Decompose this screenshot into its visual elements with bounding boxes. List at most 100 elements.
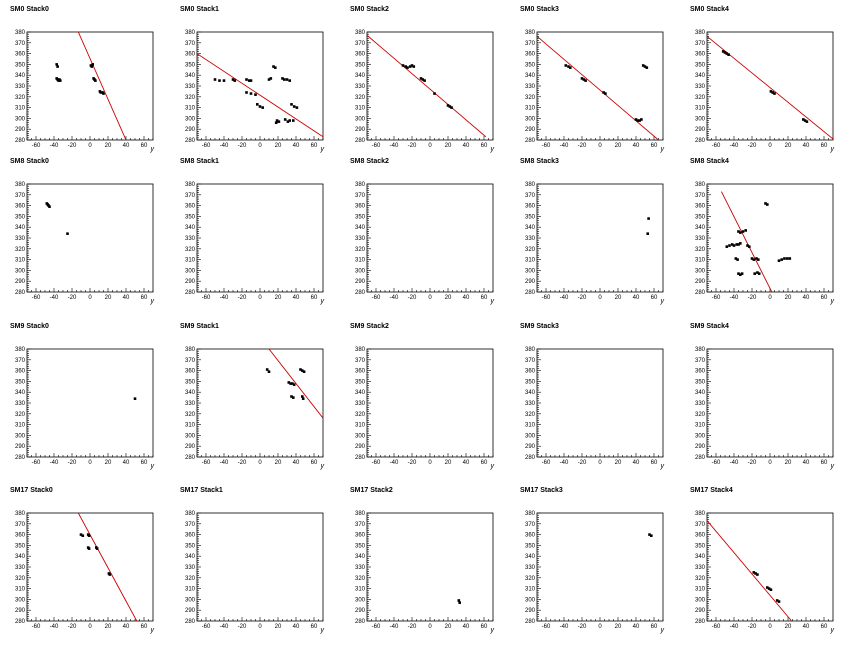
x-tick-label: -60 — [202, 295, 211, 301]
x-tick-label: 20 — [785, 460, 792, 466]
data-point — [401, 64, 405, 67]
y-tick-label: 360 — [695, 204, 706, 210]
y-tick-label: 350 — [355, 62, 366, 68]
y-tick-label: 280 — [15, 619, 26, 625]
x-axis-label: y — [150, 146, 155, 153]
data-point — [750, 257, 754, 260]
y-tick-label: 320 — [355, 576, 366, 582]
x-axis-label: y — [320, 298, 325, 305]
y-tick-label: 330 — [695, 565, 706, 571]
y-tick-label: 380 — [185, 182, 196, 188]
data-point — [102, 92, 105, 95]
y-tick-label: 340 — [355, 554, 366, 560]
x-tick-label: -40 — [560, 295, 569, 301]
data-point — [777, 259, 781, 262]
y-tick-label: 280 — [695, 290, 706, 296]
data-point — [580, 77, 584, 80]
y-tick-label: 330 — [185, 84, 196, 90]
x-tick-label: -60 — [372, 624, 381, 630]
y-tick-label: 350 — [15, 62, 26, 68]
panel-title: SM17 Stack2 — [350, 487, 393, 494]
y-tick-label: 360 — [15, 204, 26, 210]
data-point — [650, 534, 653, 537]
y-tick-label: 350 — [185, 379, 196, 385]
x-tick-label: 0 — [768, 624, 772, 630]
x-tick-label: 0 — [88, 143, 92, 149]
y-tick-label: 350 — [15, 379, 26, 385]
y-tick-label: 310 — [695, 106, 706, 112]
x-tick-label: -60 — [32, 460, 41, 466]
y-tick-label: 330 — [695, 84, 706, 90]
y-tick-label: 350 — [695, 62, 706, 68]
x-tick-label: -40 — [50, 460, 59, 466]
y-tick-label: 310 — [15, 106, 26, 112]
data-point — [290, 103, 293, 106]
y-tick-label: 320 — [525, 412, 536, 418]
x-axis-label: y — [490, 463, 495, 470]
data-point — [769, 588, 773, 591]
x-tick-label: 60 — [141, 624, 148, 630]
panel-title: SM8 Stack1 — [180, 158, 219, 165]
y-tick-label: 340 — [15, 554, 26, 560]
data-point — [737, 230, 740, 233]
data-point — [736, 258, 739, 261]
data-point — [287, 381, 291, 384]
y-tick-label: 360 — [525, 369, 536, 375]
data-point — [802, 118, 805, 121]
y-tick-label: 350 — [15, 543, 26, 549]
x-tick-label: -60 — [372, 295, 381, 301]
data-point — [301, 369, 304, 372]
x-tick-label: -60 — [542, 460, 551, 466]
x-tick-label: -40 — [220, 143, 229, 149]
x-tick-label: 20 — [785, 295, 792, 301]
x-tick-label: 0 — [768, 295, 772, 301]
data-point — [746, 244, 749, 247]
x-tick-label: -40 — [560, 624, 569, 630]
data-point — [245, 91, 248, 94]
x-tick-label: 40 — [123, 624, 130, 630]
y-tick-label: 340 — [695, 225, 706, 231]
data-point — [771, 91, 774, 94]
x-tick-label: -60 — [712, 295, 721, 301]
data-point — [448, 105, 452, 108]
y-tick-label: 350 — [185, 214, 196, 220]
x-tick-label: -40 — [50, 624, 59, 630]
data-point — [245, 78, 248, 81]
y-tick-label: 370 — [15, 41, 26, 47]
y-tick-label: 340 — [695, 554, 706, 560]
y-tick-label: 310 — [185, 587, 196, 593]
x-tick-label: 0 — [258, 460, 262, 466]
data-point — [582, 78, 586, 81]
data-point — [233, 79, 237, 82]
y-tick-label: 380 — [695, 182, 706, 188]
y-tick-label: 280 — [185, 619, 196, 625]
y-tick-label: 310 — [695, 258, 706, 264]
data-point — [764, 202, 767, 205]
x-tick-label: -40 — [220, 624, 229, 630]
x-tick-label: -20 — [68, 295, 77, 301]
data-point — [95, 547, 99, 550]
x-tick-label: 40 — [293, 460, 300, 466]
x-tick-label: -60 — [202, 624, 211, 630]
x-tick-label: 0 — [88, 624, 92, 630]
y-tick-label: 340 — [15, 73, 26, 79]
x-tick-label: -40 — [50, 295, 59, 301]
data-point — [410, 64, 414, 67]
y-tick-label: 330 — [185, 236, 196, 242]
y-tick-label: 330 — [355, 565, 366, 571]
y-tick-label: 340 — [695, 390, 706, 396]
y-tick-label: 350 — [525, 62, 536, 68]
y-tick-label: 340 — [525, 225, 536, 231]
x-tick-label: 60 — [481, 143, 488, 149]
x-tick-label: 20 — [105, 143, 112, 149]
data-point — [292, 383, 296, 386]
data-point — [752, 571, 756, 574]
x-axis-label: y — [150, 627, 155, 634]
x-tick-label: 40 — [123, 460, 130, 466]
data-point — [773, 92, 776, 95]
